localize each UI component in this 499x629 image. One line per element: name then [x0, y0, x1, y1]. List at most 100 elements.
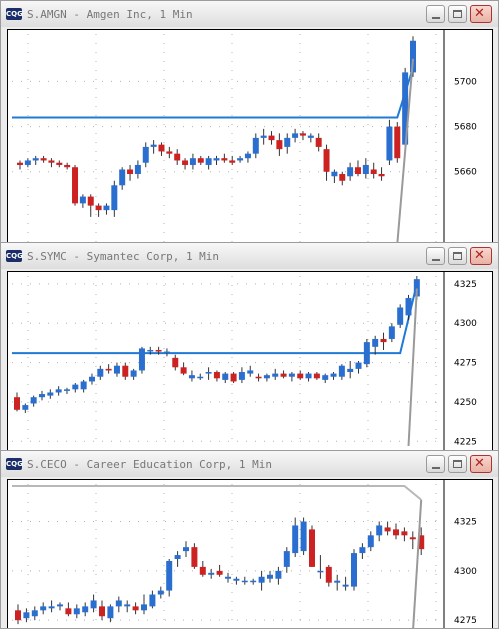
candle-body: [38, 394, 45, 398]
close-button[interactable]: ✕: [470, 455, 492, 473]
title-bar[interactable]: CQG S.SYMC - Symantec Corp, 1 Min ✕: [1, 243, 498, 269]
close-icon: ✕: [474, 456, 485, 471]
y-tick-label: 4325: [454, 518, 477, 528]
minimize-button[interactable]: [426, 455, 445, 473]
candlestick-chart[interactable]: 5660 5680 5700: [8, 30, 492, 248]
level-line: [12, 283, 418, 355]
candle-body: [280, 373, 287, 377]
price-trace-line: [407, 288, 418, 447]
candle-body: [409, 537, 416, 540]
candle-body: [48, 606, 55, 609]
candlestick-chart[interactable]: 4275 4300 4325: [8, 480, 492, 629]
maximize-icon: [453, 460, 462, 468]
candle-body: [372, 338, 379, 347]
candle-body: [40, 606, 47, 611]
candle-body: [141, 604, 147, 611]
title-bar[interactable]: CQG S.CECO - Career Education Corp, 1 Mi…: [1, 451, 498, 477]
minimize-icon: [432, 17, 440, 19]
y-tick-label: 4300: [454, 319, 477, 329]
candle-body: [23, 612, 30, 619]
candle-body: [370, 169, 377, 174]
maximize-button[interactable]: [448, 455, 467, 473]
level-line: [12, 484, 422, 501]
chart-window-ceco[interactable]: CQG S.CECO - Career Education Corp, 1 Mi…: [0, 450, 499, 629]
candle-body: [99, 606, 105, 617]
candle-body: [413, 279, 420, 297]
candle-body: [237, 158, 244, 161]
close-icon: ✕: [474, 248, 485, 263]
candle-body: [338, 365, 345, 377]
candle-body: [363, 342, 370, 365]
y-tick-label: 5660: [454, 168, 477, 178]
candle-body: [97, 368, 104, 377]
candle-body: [48, 160, 55, 163]
maximize-icon: [453, 252, 462, 260]
close-button[interactable]: ✕: [470, 247, 492, 265]
candle-body: [386, 126, 393, 161]
candle-body: [393, 529, 399, 536]
maximize-button[interactable]: [448, 247, 467, 265]
maximize-button[interactable]: [448, 5, 467, 23]
candle-body: [107, 606, 114, 619]
candle-body: [197, 376, 204, 379]
chart-window-symc[interactable]: CQG S.SYMC - Symantec Corp, 1 Min ✕ 4225…: [0, 242, 499, 452]
candle-body: [229, 160, 236, 163]
candle-body: [40, 158, 47, 161]
candle-body: [22, 405, 29, 410]
candle-body: [307, 135, 314, 138]
window-title: S.CECO - Career Education Corp, 1 Min: [27, 458, 273, 471]
candle-body: [272, 373, 279, 377]
candle-body: [208, 572, 215, 575]
candle-body: [63, 389, 70, 391]
candle-body: [347, 167, 354, 177]
candle-body: [241, 580, 248, 583]
candle-body: [132, 606, 139, 611]
candle-body: [138, 348, 145, 371]
minimize-button[interactable]: [426, 247, 445, 265]
title-bar[interactable]: CQG S.AMGN - Amgen Inc, 1 Min ✕: [1, 1, 498, 27]
candle-body: [260, 135, 267, 138]
candle-body: [376, 525, 383, 536]
candle-body: [380, 338, 387, 343]
candle-body: [284, 137, 291, 147]
level-line: [12, 67, 414, 119]
chart-area[interactable]: 5660 5680 5700: [7, 29, 493, 249]
y-tick-label: 4250: [454, 398, 477, 408]
chart-area[interactable]: 4225 4250 4275 4300 4325: [7, 271, 493, 451]
candle-body: [339, 174, 346, 181]
chart-area[interactable]: 4275 4300 4325: [7, 479, 493, 629]
candle-body: [276, 140, 283, 150]
candle-body: [189, 158, 196, 165]
candle-body: [250, 580, 257, 583]
candle-body: [183, 547, 189, 552]
close-icon: ✕: [474, 6, 485, 21]
minimize-icon: [432, 259, 440, 261]
candle-body: [147, 349, 154, 352]
candle-body: [313, 373, 320, 379]
candle-body: [95, 205, 102, 211]
candle-body: [330, 373, 337, 377]
candle-body: [149, 594, 156, 607]
cqg-app-icon: CQG: [6, 8, 23, 20]
candle-body: [354, 167, 361, 174]
candle-body: [56, 162, 63, 165]
candle-body: [247, 370, 254, 374]
candle-body: [297, 373, 304, 379]
candle-body: [157, 590, 164, 595]
candlestick-chart[interactable]: 4225 4250 4275 4300 4325: [8, 272, 492, 450]
candle-body: [103, 205, 110, 211]
window-title: S.AMGN - Amgen Inc, 1 Min: [27, 8, 193, 21]
chart-window-amgn[interactable]: CQG S.AMGN - Amgen Inc, 1 Min ✕ 5660 5680…: [0, 0, 499, 250]
candle-body: [397, 307, 404, 325]
minimize-button[interactable]: [426, 5, 445, 23]
candle-body: [394, 126, 401, 159]
candle-body: [88, 376, 95, 382]
candle-body: [188, 375, 195, 379]
candle-body: [402, 72, 409, 145]
candle-body: [322, 375, 329, 380]
y-tick-label: 5680: [454, 123, 477, 133]
candle-body: [130, 370, 137, 377]
close-button[interactable]: ✕: [470, 5, 492, 23]
candle-body: [378, 174, 385, 177]
candle-body: [31, 610, 38, 617]
